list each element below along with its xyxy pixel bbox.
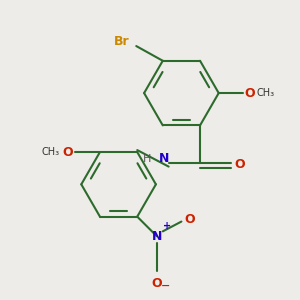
Text: Br: Br — [114, 34, 129, 48]
Text: O: O — [63, 146, 74, 159]
Text: H: H — [142, 154, 151, 164]
Text: O: O — [244, 87, 255, 100]
Text: O: O — [152, 277, 162, 290]
Text: N: N — [152, 230, 162, 243]
Text: CH₃: CH₃ — [257, 88, 275, 98]
Text: N: N — [159, 152, 169, 165]
Text: O: O — [234, 158, 245, 171]
Text: −: − — [161, 280, 170, 290]
Text: CH₃: CH₃ — [42, 147, 60, 157]
Text: +: + — [163, 221, 171, 232]
Text: O: O — [184, 213, 195, 226]
